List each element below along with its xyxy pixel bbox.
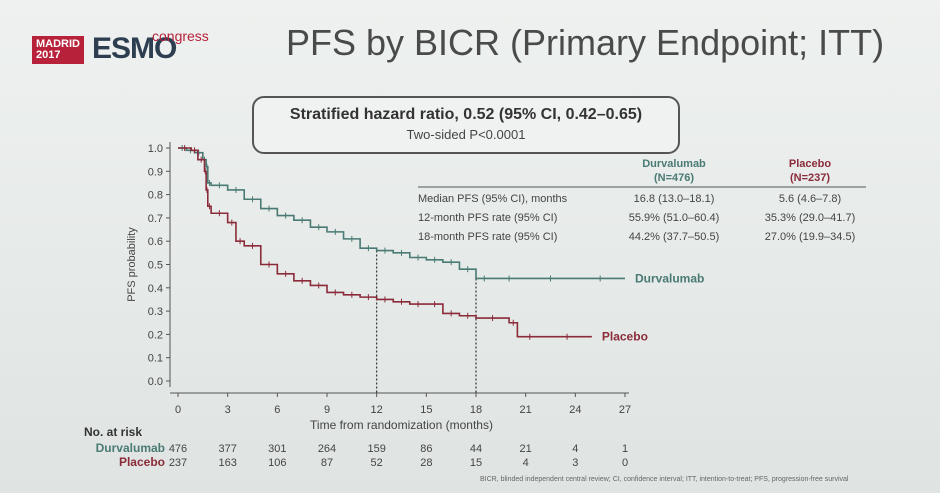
x-tick-label: 18 — [470, 404, 482, 416]
table-row-label: 12-month PFS rate (95% CI) — [418, 212, 557, 224]
at-risk-value: 4 — [572, 443, 578, 455]
table-cell-placebo: 27.0% (19.9–34.5) — [765, 231, 856, 243]
at-risk-value: 86 — [420, 443, 432, 455]
hazard-ratio-line: Stratified hazard ratio, 0.52 (95% CI, 0… — [289, 106, 643, 123]
y-tick-label: 0.5 — [148, 260, 163, 272]
footnote: BICR, blinded independent central review… — [480, 476, 849, 483]
at-risk-value: 0 — [622, 457, 628, 469]
x-tick-label: 0 — [175, 404, 181, 416]
at-risk-value: 159 — [367, 443, 385, 455]
at-risk-value: 87 — [321, 457, 333, 469]
y-tick-label: 0.4 — [148, 283, 163, 295]
at-risk-value: 476 — [169, 443, 187, 455]
logo-city: MADRID — [36, 38, 80, 50]
x-tick-label: 15 — [420, 404, 432, 416]
table-cell-placebo: 5.6 (4.6–7.8) — [779, 193, 841, 205]
at-risk-value: 44 — [470, 443, 482, 455]
p-value-line: Two-sided P<0.0001 — [406, 127, 526, 142]
table-header: (N=237) — [790, 172, 830, 184]
table-header: (N=476) — [654, 172, 694, 184]
y-axis-label: PFS probability — [126, 227, 138, 302]
at-risk-label-durvalumab: Durvalumab — [96, 441, 165, 455]
at-risk-value: 15 — [470, 457, 482, 469]
logo-congress: congress — [152, 28, 209, 44]
x-tick-label: 3 — [225, 404, 231, 416]
table-cell-placebo: 35.3% (29.0–41.7) — [765, 212, 856, 224]
at-risk-value: 163 — [218, 457, 236, 469]
x-tick-label: 24 — [569, 404, 581, 416]
at-risk-value: 1 — [622, 443, 628, 455]
logo-city-badge: MADRID 2017 — [32, 36, 84, 64]
table-cell-durvalumab: 16.8 (13.0–18.1) — [634, 193, 715, 205]
km-curve-durvalumab — [178, 147, 625, 280]
y-tick-label: 1.0 — [148, 143, 163, 155]
table-header: Placebo — [789, 158, 831, 170]
x-tick-label: 27 — [619, 404, 631, 416]
hazard-ratio-box: Stratified hazard ratio, 0.52 (95% CI, 0… — [252, 96, 680, 154]
y-tick-label: 0.1 — [148, 353, 163, 365]
logo-year: 2017 — [36, 49, 61, 61]
table-cell-durvalumab: 55.9% (51.0–60.4) — [629, 212, 720, 224]
y-tick-label: 0.9 — [148, 166, 163, 178]
at-risk-value: 4 — [523, 457, 529, 469]
y-tick-label: 0.3 — [148, 306, 163, 318]
esmo-logo: MADRID 2017 ESMO congress — [32, 28, 232, 70]
logo-brand: ESMO — [92, 32, 177, 65]
x-axis-label: Time from randomization (months) — [310, 418, 493, 432]
x-tick-label: 9 — [324, 404, 330, 416]
table-row-label: 18-month PFS rate (95% CI) — [418, 231, 557, 243]
at-risk-title: No. at risk — [84, 425, 142, 439]
x-tick-label: 21 — [520, 404, 532, 416]
y-tick-label: 0.2 — [148, 329, 163, 341]
at-risk-value: 106 — [268, 457, 286, 469]
at-risk-value: 301 — [268, 443, 286, 455]
table-header: Durvalumab — [642, 158, 706, 170]
at-risk-value: 237 — [169, 457, 187, 469]
x-tick-label: 6 — [274, 404, 280, 416]
y-tick-label: 0.7 — [148, 213, 163, 225]
y-tick-label: 0.6 — [148, 236, 163, 248]
at-risk-value: 3 — [572, 457, 578, 469]
series-label-durvalumab: Durvalumab — [635, 271, 704, 285]
slide-title: PFS by BICR (Primary Endpoint; ITT) — [286, 22, 885, 63]
x-tick-label: 12 — [371, 404, 383, 416]
at-risk-value: 21 — [520, 443, 532, 455]
at-risk-value: 28 — [420, 457, 432, 469]
y-tick-label: 0.8 — [148, 190, 163, 202]
series-label-placebo: Placebo — [602, 330, 648, 344]
at-risk-value: 52 — [371, 457, 383, 469]
at-risk-value: 377 — [218, 443, 236, 455]
y-tick-label: 0.0 — [148, 376, 163, 388]
at-risk-value: 264 — [318, 443, 336, 455]
at-risk-label-placebo: Placebo — [119, 455, 165, 469]
table-row-label: Median PFS (95% CI), months — [418, 193, 568, 205]
table-cell-durvalumab: 44.2% (37.7–50.5) — [629, 231, 720, 243]
